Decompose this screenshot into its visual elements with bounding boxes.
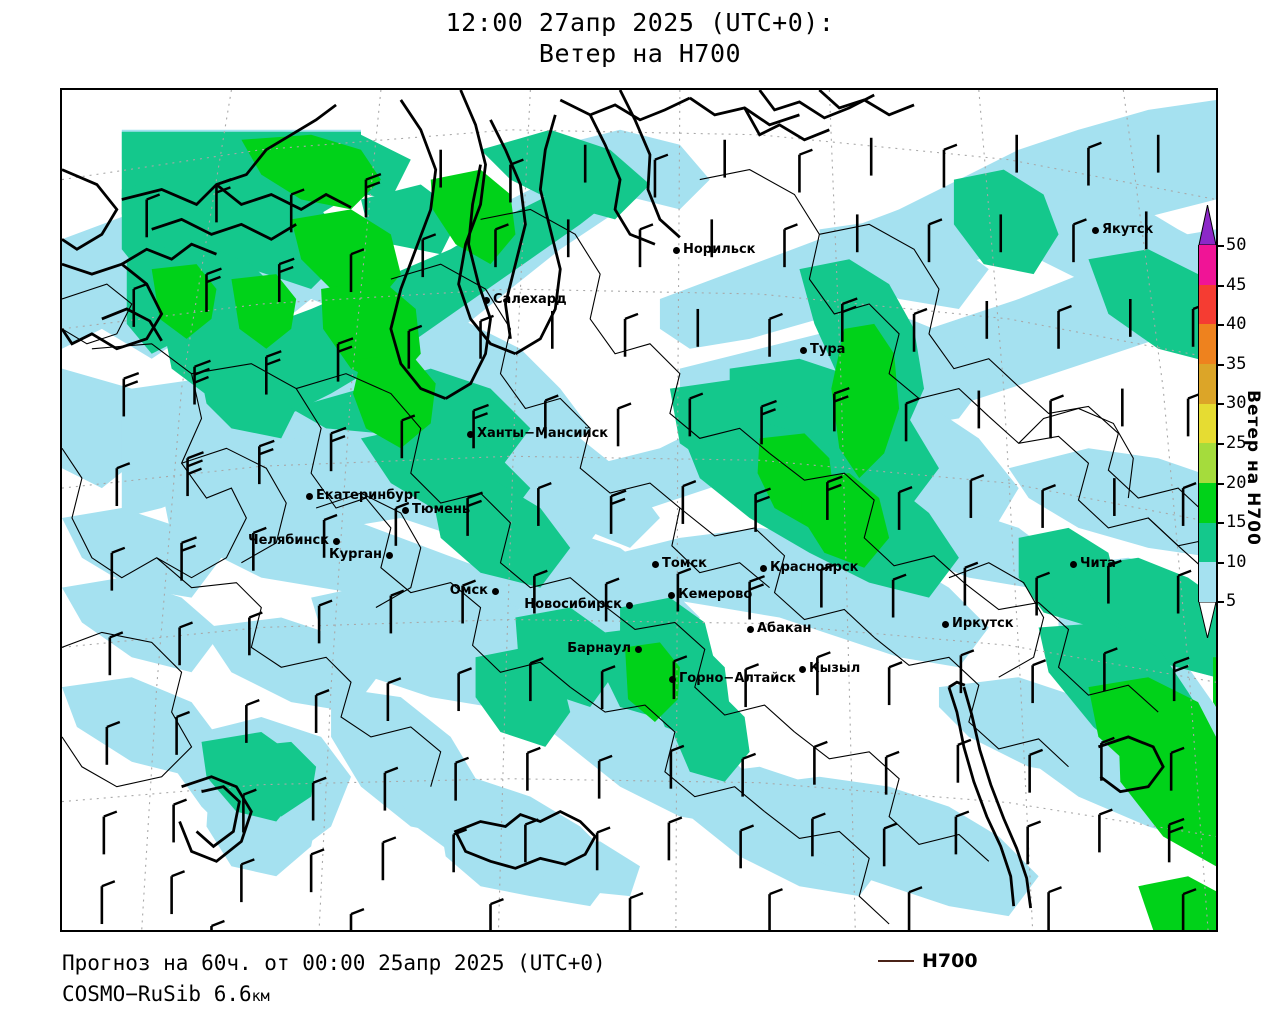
city-dot — [635, 646, 642, 653]
city-dot — [652, 561, 659, 568]
colorbar — [1198, 205, 1217, 638]
colorbar-tick-25: 25 — [1217, 433, 1269, 453]
colorbar-tick-15: 15 — [1217, 512, 1269, 533]
tick-label: 15 — [1226, 512, 1247, 533]
tick-mark — [1217, 284, 1224, 287]
colorbar-tick-50: 50 — [1217, 235, 1269, 255]
administrative-boundaries — [62, 169, 1216, 925]
city-label: Барнаул — [567, 641, 631, 656]
colorbar-bottom-arrow — [1198, 602, 1217, 638]
city-label: Иркутск — [952, 616, 1014, 631]
tick-mark — [1217, 561, 1224, 564]
colorbar-axis-title: Ветер на H700 — [1243, 390, 1263, 546]
tick-label: 25 — [1226, 433, 1247, 453]
tick-label: 20 — [1226, 472, 1247, 493]
city-dot — [467, 431, 474, 438]
colorbar-band-5-10 — [1198, 562, 1217, 602]
city-dot — [747, 626, 754, 633]
city-label: Абакан — [757, 621, 812, 636]
city-label: Ханты−Мансийск — [477, 426, 609, 441]
tick-mark — [1217, 443, 1224, 445]
chart-title-block: 12:00 27апр 2025 (UTC+0): Ветер на H700 — [0, 8, 1280, 69]
city-dot — [1070, 561, 1077, 568]
city-dot — [306, 493, 313, 500]
colorbar-tick-5: 5 — [1217, 591, 1269, 612]
legend-level-label: H700 — [922, 950, 978, 972]
tick-mark — [1217, 324, 1224, 327]
colorbar-bands — [1198, 245, 1217, 602]
city-dot — [402, 507, 409, 514]
tick-label: 30 — [1226, 393, 1247, 414]
city-label: Красноярск — [770, 560, 859, 575]
weather-map-svg — [62, 90, 1216, 930]
city-dot — [673, 247, 680, 254]
city-label: Горно−Алтайск — [679, 671, 796, 686]
city-dot — [760, 565, 767, 572]
colorbar-band-15-20 — [1198, 482, 1217, 523]
tick-mark — [1217, 482, 1224, 485]
colorbar-band-30-35 — [1198, 363, 1217, 404]
tick-label: 50 — [1226, 235, 1247, 255]
tick-mark — [1217, 245, 1224, 247]
city-label: Курган — [329, 547, 382, 562]
colorbar-band-10-15 — [1198, 522, 1217, 563]
tick-label: 5 — [1226, 591, 1237, 612]
tick-mark — [1217, 403, 1224, 406]
colorbar-ticks: 50 45 40 35 30 25 20 15 10 5 — [1217, 205, 1277, 635]
city-label: Тюмень — [412, 502, 471, 517]
tick-label: 10 — [1226, 551, 1247, 572]
colorbar-band-20-25 — [1198, 443, 1217, 483]
city-label: Якутск — [1102, 222, 1154, 237]
tick-mark — [1217, 601, 1224, 604]
city-dot — [483, 297, 490, 304]
tick-label: 40 — [1226, 314, 1247, 335]
tick-label: 45 — [1226, 274, 1247, 295]
city-label: Кызыл — [809, 661, 861, 676]
city-dot — [1092, 227, 1099, 234]
model-name: COSMO−RuSib 6.6 — [62, 982, 252, 1006]
coastlines — [62, 90, 1165, 909]
city-dot — [668, 592, 675, 599]
title-variable: Ветер на H700 — [538, 39, 742, 68]
colorbar-band-35-40 — [1198, 324, 1217, 364]
colorbar-tick-45: 45 — [1217, 274, 1269, 295]
model-info: COSMO−RuSib 6.6км — [62, 982, 270, 1008]
city-label: Томск — [662, 556, 707, 571]
forecast-info: Прогноз на 60ч. от 00:00 25апр 2025 (UTC… — [62, 951, 606, 975]
city-dot — [799, 666, 806, 673]
city-dot — [942, 621, 949, 628]
city-dot — [492, 588, 499, 595]
city-label: Кемерово — [678, 587, 753, 602]
city-label: Норильск — [683, 242, 756, 257]
tick-label: 35 — [1226, 353, 1247, 374]
model-resolution-unit: км — [251, 987, 270, 1005]
title-datetime: 12:00 27апр 2025 (UTC+0): — [445, 8, 835, 37]
city-dot — [800, 347, 807, 354]
city-label: Чита — [1080, 556, 1116, 571]
tick-mark — [1217, 522, 1224, 525]
map-plot-area: Норильск Салехард Якутск Тура Ханты−Мансийск… — [60, 88, 1218, 932]
colorbar-band-40-45 — [1198, 284, 1217, 325]
city-dot — [386, 552, 393, 559]
colorbar-tick-10: 10 — [1217, 551, 1269, 572]
legend-line-swatch — [878, 960, 914, 962]
city-label: Новосибирск — [524, 597, 622, 612]
colorbar-tick-20: 20 — [1217, 472, 1269, 493]
colorbar-tick-40: 40 — [1217, 314, 1269, 335]
city-label: Челябинск — [248, 533, 329, 548]
tick-mark — [1217, 363, 1224, 366]
city-label: Екатеринбург — [316, 488, 420, 503]
colorbar-tick-30: 30 — [1217, 393, 1269, 414]
colorbar-band-25-30 — [1198, 403, 1217, 444]
city-dot — [669, 676, 676, 683]
colorbar-tick-35: 35 — [1217, 353, 1269, 374]
city-label: Тура — [810, 342, 846, 357]
city-dot — [626, 602, 633, 609]
footer: Прогноз на 60ч. от 00:00 25апр 2025 (UTC… — [0, 938, 1280, 1024]
city-dot — [333, 538, 340, 545]
city-label: Омск — [449, 583, 488, 598]
colorbar-band-45-50 — [1198, 245, 1217, 285]
colorbar-top-arrow — [1198, 205, 1217, 245]
city-label: Салехард — [493, 292, 567, 307]
